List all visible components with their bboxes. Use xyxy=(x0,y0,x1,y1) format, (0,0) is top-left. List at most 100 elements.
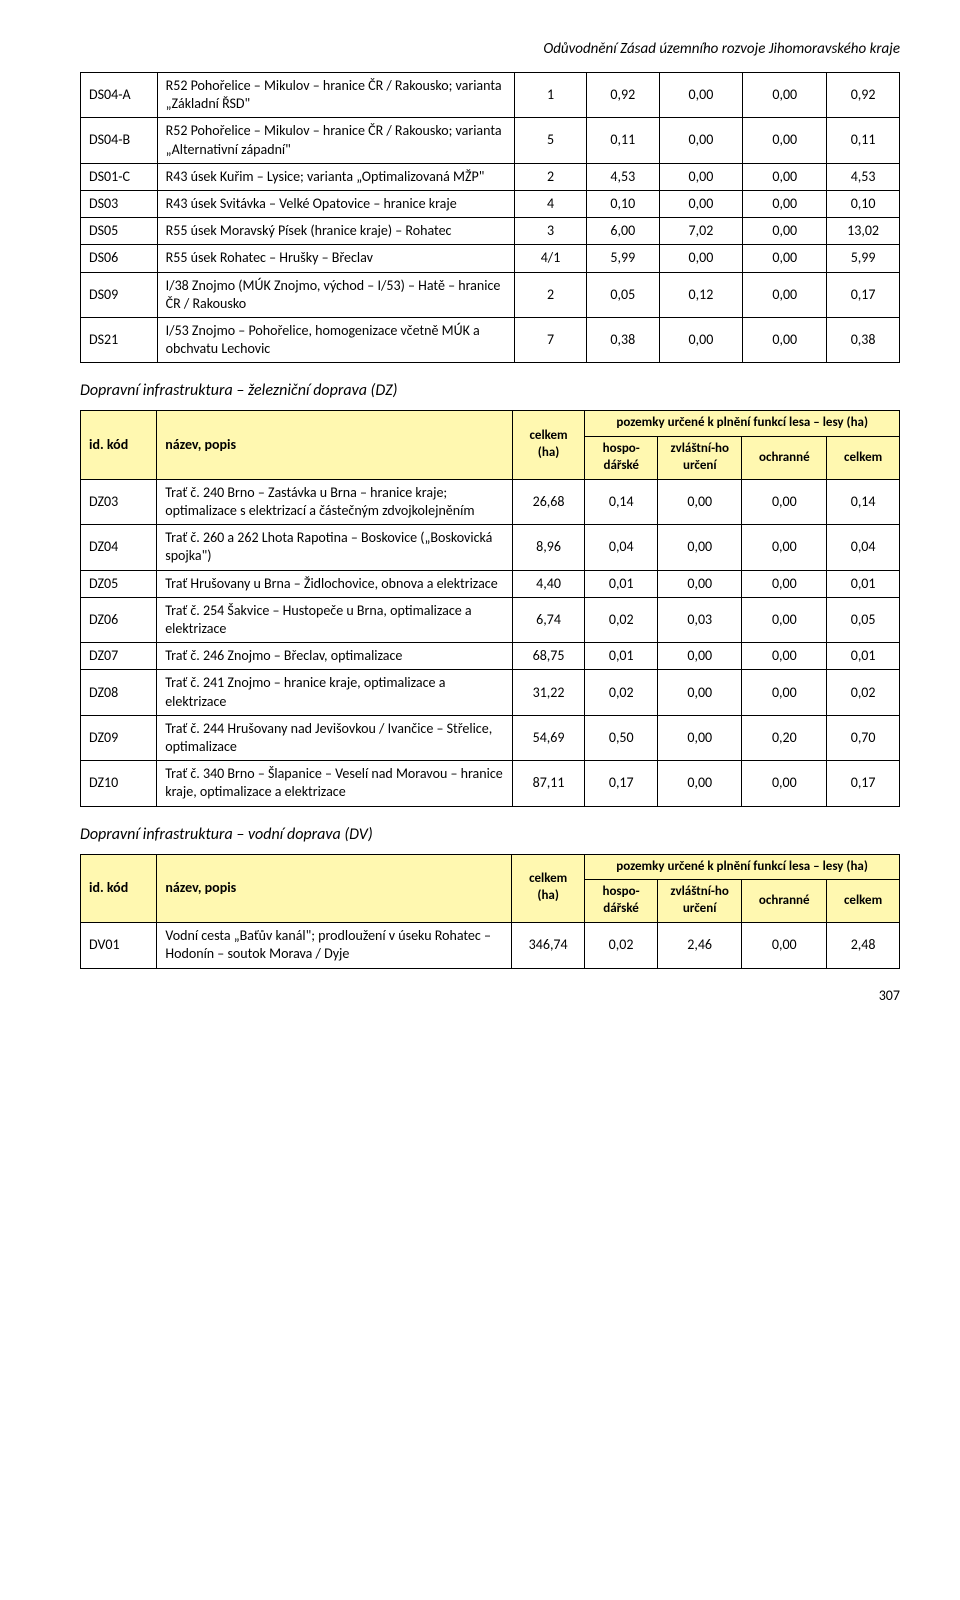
cell-val: 4,53 xyxy=(827,163,900,190)
cell-val: 0,00 xyxy=(742,761,827,806)
col-nazev: název, popis xyxy=(157,854,512,923)
cell-code: DS09 xyxy=(81,272,158,317)
cell-val: 0,50 xyxy=(585,715,658,760)
col-hospo: hospo-dářské xyxy=(585,880,658,923)
cell-val: 0,00 xyxy=(659,118,743,163)
section-title-dz: Dopravní infrastruktura – železniční dop… xyxy=(80,381,900,400)
cell-val: 0,17 xyxy=(827,272,900,317)
cell-val: 5,99 xyxy=(827,245,900,272)
table-row: DS01-CR43 úsek Kuřim – Lysice; varianta … xyxy=(81,163,900,190)
cell-val: 0,92 xyxy=(827,73,900,118)
cell-val: 0,00 xyxy=(659,190,743,217)
cell-code: DZ07 xyxy=(81,643,157,670)
col-group: pozemky určené k plnění funkcí lesa – le… xyxy=(585,411,900,437)
cell-val: 0,02 xyxy=(585,597,658,642)
page-number: 307 xyxy=(80,987,900,1004)
cell-val: 2,46 xyxy=(657,923,741,968)
cell-val: 68,75 xyxy=(512,643,585,670)
cell-val: 2 xyxy=(514,272,586,317)
cell-val: 31,22 xyxy=(512,670,585,715)
cell-val: 0,00 xyxy=(659,317,743,362)
cell-val: 0,00 xyxy=(743,218,827,245)
col-celkem-ha: celkem (ha) xyxy=(512,854,585,923)
cell-val: 0,11 xyxy=(827,118,900,163)
cell-val: 0,17 xyxy=(827,761,900,806)
cell-val: 3 xyxy=(514,218,586,245)
cell-val: 0,00 xyxy=(658,525,742,570)
cell-val: 0,03 xyxy=(658,597,742,642)
cell-val: 5,99 xyxy=(587,245,659,272)
cell-val: 0,00 xyxy=(743,317,827,362)
cell-val: 2 xyxy=(514,163,586,190)
table-row: DZ03Trať č. 240 Brno – Zastávka u Brna –… xyxy=(81,479,900,524)
cell-val: 6,00 xyxy=(587,218,659,245)
cell-desc: Trať č. 260 a 262 Lhota Rapotina – Bosko… xyxy=(157,525,512,570)
table-row: DZ10Trať č. 340 Brno – Šlapanice – Vesel… xyxy=(81,761,900,806)
cell-val: 0,00 xyxy=(659,245,743,272)
cell-desc: R55 úsek Rohatec – Hrušky – Břeclav xyxy=(157,245,514,272)
cell-val: 0,00 xyxy=(742,643,827,670)
cell-desc: Trať č. 244 Hrušovany nad Jevišovkou / I… xyxy=(157,715,512,760)
cell-val: 0,14 xyxy=(827,479,900,524)
col-group: pozemky určené k plnění funkcí lesa – le… xyxy=(585,854,900,880)
cell-code: DZ03 xyxy=(81,479,157,524)
table-row: DS04-BR52 Pohořelice – Mikulov – hranice… xyxy=(81,118,900,163)
cell-val: 7 xyxy=(514,317,586,362)
cell-val: 0,00 xyxy=(742,923,827,968)
cell-val: 346,74 xyxy=(512,923,585,968)
cell-val: 0,20 xyxy=(742,715,827,760)
cell-val: 26,68 xyxy=(512,479,585,524)
cell-code: DS06 xyxy=(81,245,158,272)
cell-val: 0,00 xyxy=(743,245,827,272)
cell-val: 0,00 xyxy=(658,643,742,670)
cell-val: 0,17 xyxy=(585,761,658,806)
col-celkem: celkem xyxy=(827,437,900,480)
cell-code: DZ06 xyxy=(81,597,157,642)
cell-val: 0,00 xyxy=(742,525,827,570)
cell-val: 13,02 xyxy=(827,218,900,245)
cell-desc: I/38 Znojmo (MÚK Znojmo, východ – I/53) … xyxy=(157,272,514,317)
cell-code: DZ05 xyxy=(81,570,157,597)
cell-val: 0,10 xyxy=(587,190,659,217)
cell-val: 0,00 xyxy=(742,670,827,715)
table-row: DS06R55 úsek Rohatec – Hrušky – Břeclav4… xyxy=(81,245,900,272)
col-nazev: název, popis xyxy=(157,411,512,480)
cell-val: 8,96 xyxy=(512,525,585,570)
cell-val: 0,00 xyxy=(659,163,743,190)
cell-desc: Trať č. 240 Brno – Zastávka u Brna – hra… xyxy=(157,479,512,524)
cell-val: 0,92 xyxy=(587,73,659,118)
table-row: DV01Vodní cesta „Baťův kanál"; prodlouže… xyxy=(81,923,900,968)
cell-val: 0,00 xyxy=(658,570,742,597)
cell-val: 4,40 xyxy=(512,570,585,597)
table-row: DS04-AR52 Pohořelice – Mikulov – hranice… xyxy=(81,73,900,118)
section-title-dv: Dopravní infrastruktura – vodní doprava … xyxy=(80,825,900,844)
cell-val: 5 xyxy=(514,118,586,163)
cell-val: 4/1 xyxy=(514,245,586,272)
cell-val: 4 xyxy=(514,190,586,217)
cell-val: 0,00 xyxy=(743,272,827,317)
col-zvlast: zvláštní-ho určení xyxy=(658,437,742,480)
cell-val: 0,38 xyxy=(827,317,900,362)
cell-desc: I/53 Znojmo – Pohořelice, homogenizace v… xyxy=(157,317,514,362)
cell-val: 0,01 xyxy=(585,643,658,670)
table-row: DZ07Trať č. 246 Znojmo – Břeclav, optima… xyxy=(81,643,900,670)
cell-val: 0,00 xyxy=(743,118,827,163)
cell-desc: R43 úsek Kuřim – Lysice; varianta „Optim… xyxy=(157,163,514,190)
table-row: DS05R55 úsek Moravský Písek (hranice kra… xyxy=(81,218,900,245)
table-row: DZ05Trať Hrušovany u Brna – Židlochovice… xyxy=(81,570,900,597)
cell-desc: Trať č. 246 Znojmo – Břeclav, optimaliza… xyxy=(157,643,512,670)
cell-val: 0,05 xyxy=(827,597,900,642)
cell-desc: R43 úsek Svitávka – Velké Opatovice – hr… xyxy=(157,190,514,217)
cell-val: 0,00 xyxy=(742,479,827,524)
cell-val: 0,00 xyxy=(658,670,742,715)
cell-val: 0,04 xyxy=(827,525,900,570)
cell-val: 0,00 xyxy=(742,570,827,597)
cell-val: 0,00 xyxy=(658,761,742,806)
cell-val: 0,38 xyxy=(587,317,659,362)
cell-val: 0,01 xyxy=(585,570,658,597)
cell-val: 7,02 xyxy=(659,218,743,245)
cell-val: 0,02 xyxy=(827,670,900,715)
cell-desc: Trať č. 340 Brno – Šlapanice – Veselí na… xyxy=(157,761,512,806)
cell-code: DS04-B xyxy=(81,118,158,163)
cell-val: 0,00 xyxy=(743,190,827,217)
